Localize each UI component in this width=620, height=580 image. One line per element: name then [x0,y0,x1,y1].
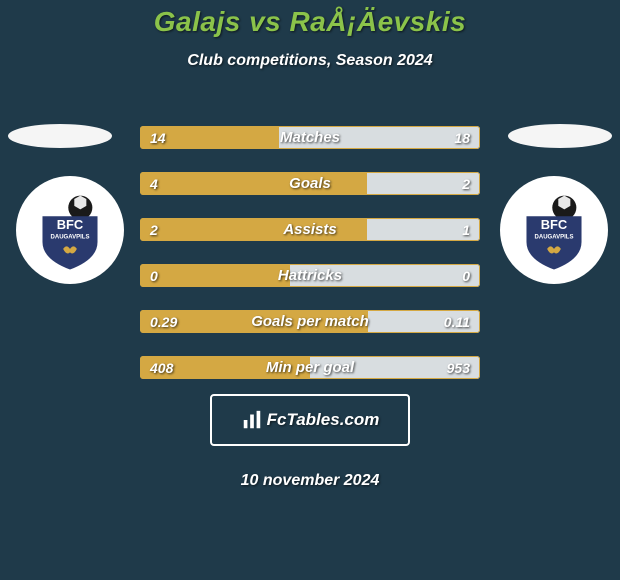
stat-bar-left [140,264,290,287]
stat-bar-left [140,356,310,379]
subtitle: Club competitions, Season 2024 [0,52,620,70]
stat-row: Matches1418 [140,126,480,149]
crest-text: BFC [57,217,84,232]
stat-row: Goals42 [140,172,480,195]
crest-subtext: DAUGAVPILS [51,235,90,241]
stat-row: Hattricks00 [140,264,480,287]
stat-bar-left [140,172,367,195]
stat-row: Min per goal408953 [140,356,480,379]
player-left-oval [8,124,112,148]
crest-text: BFC [541,217,568,232]
page-title: Galajs vs RaÅ¡Äevskis [0,6,620,38]
stat-bar-left [140,310,368,333]
stat-bar-right [367,172,480,195]
club-crest-left: BFC DAUGAVPILS [16,176,124,284]
player-right-oval [508,124,612,148]
stat-bar-right [310,356,480,379]
brand-text: FcTables.com [267,410,380,430]
stat-bar-left [140,126,279,149]
club-crest-right: BFC DAUGAVPILS [500,176,608,284]
bar-chart-icon [241,409,263,431]
stat-bar-right [368,310,480,333]
stat-bar-left [140,218,367,241]
stat-row: Goals per match0.290.11 [140,310,480,333]
brand-box: FcTables.com [210,394,410,446]
crest-subtext: DAUGAVPILS [535,235,574,241]
comparison-infographic: Galajs vs RaÅ¡Äevskis Club competitions,… [0,0,620,580]
stat-bar-right [290,264,480,287]
shield-icon: BFC DAUGAVPILS [27,187,113,273]
shield-icon: BFC DAUGAVPILS [511,187,597,273]
stat-bar-right [367,218,480,241]
stat-row: Assists21 [140,218,480,241]
stat-bars: Matches1418 Goals42 Assists21 Hattricks00 Go… [140,126,480,402]
date-text: 10 november 2024 [0,472,620,490]
stat-bar-right [279,126,480,149]
